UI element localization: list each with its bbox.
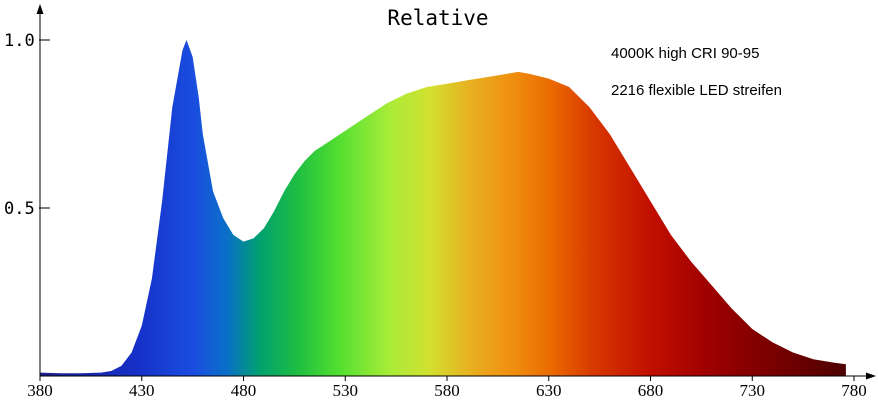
- x-tick-label: 430: [129, 381, 155, 400]
- x-tick-label: 480: [231, 381, 257, 400]
- x-tick-label: 780: [841, 381, 867, 400]
- x-tick-label: 680: [638, 381, 664, 400]
- y-tick-group: 0.5 1.0: [4, 31, 50, 219]
- x-tick-group: 380 430 480 530 580 630 680 730 780: [27, 376, 867, 400]
- x-tick-label: 380: [27, 381, 53, 400]
- x-tick-label: 580: [434, 381, 460, 400]
- annotation-line-1: 4000K high CRI 90-95: [611, 45, 759, 62]
- x-axis-arrow: [866, 372, 876, 380]
- x-tick-label: 730: [740, 381, 766, 400]
- y-tick-label: 0.5: [4, 199, 35, 219]
- spectrum-area: [40, 40, 846, 376]
- y-axis-arrow: [36, 4, 44, 14]
- y-tick-label: 1.0: [4, 31, 35, 51]
- x-tick-label: 630: [536, 381, 562, 400]
- x-tick-label: 530: [333, 381, 359, 400]
- chart-title: Relative: [387, 6, 488, 30]
- annotation-line-2: 2216 flexible LED streifen: [611, 82, 782, 99]
